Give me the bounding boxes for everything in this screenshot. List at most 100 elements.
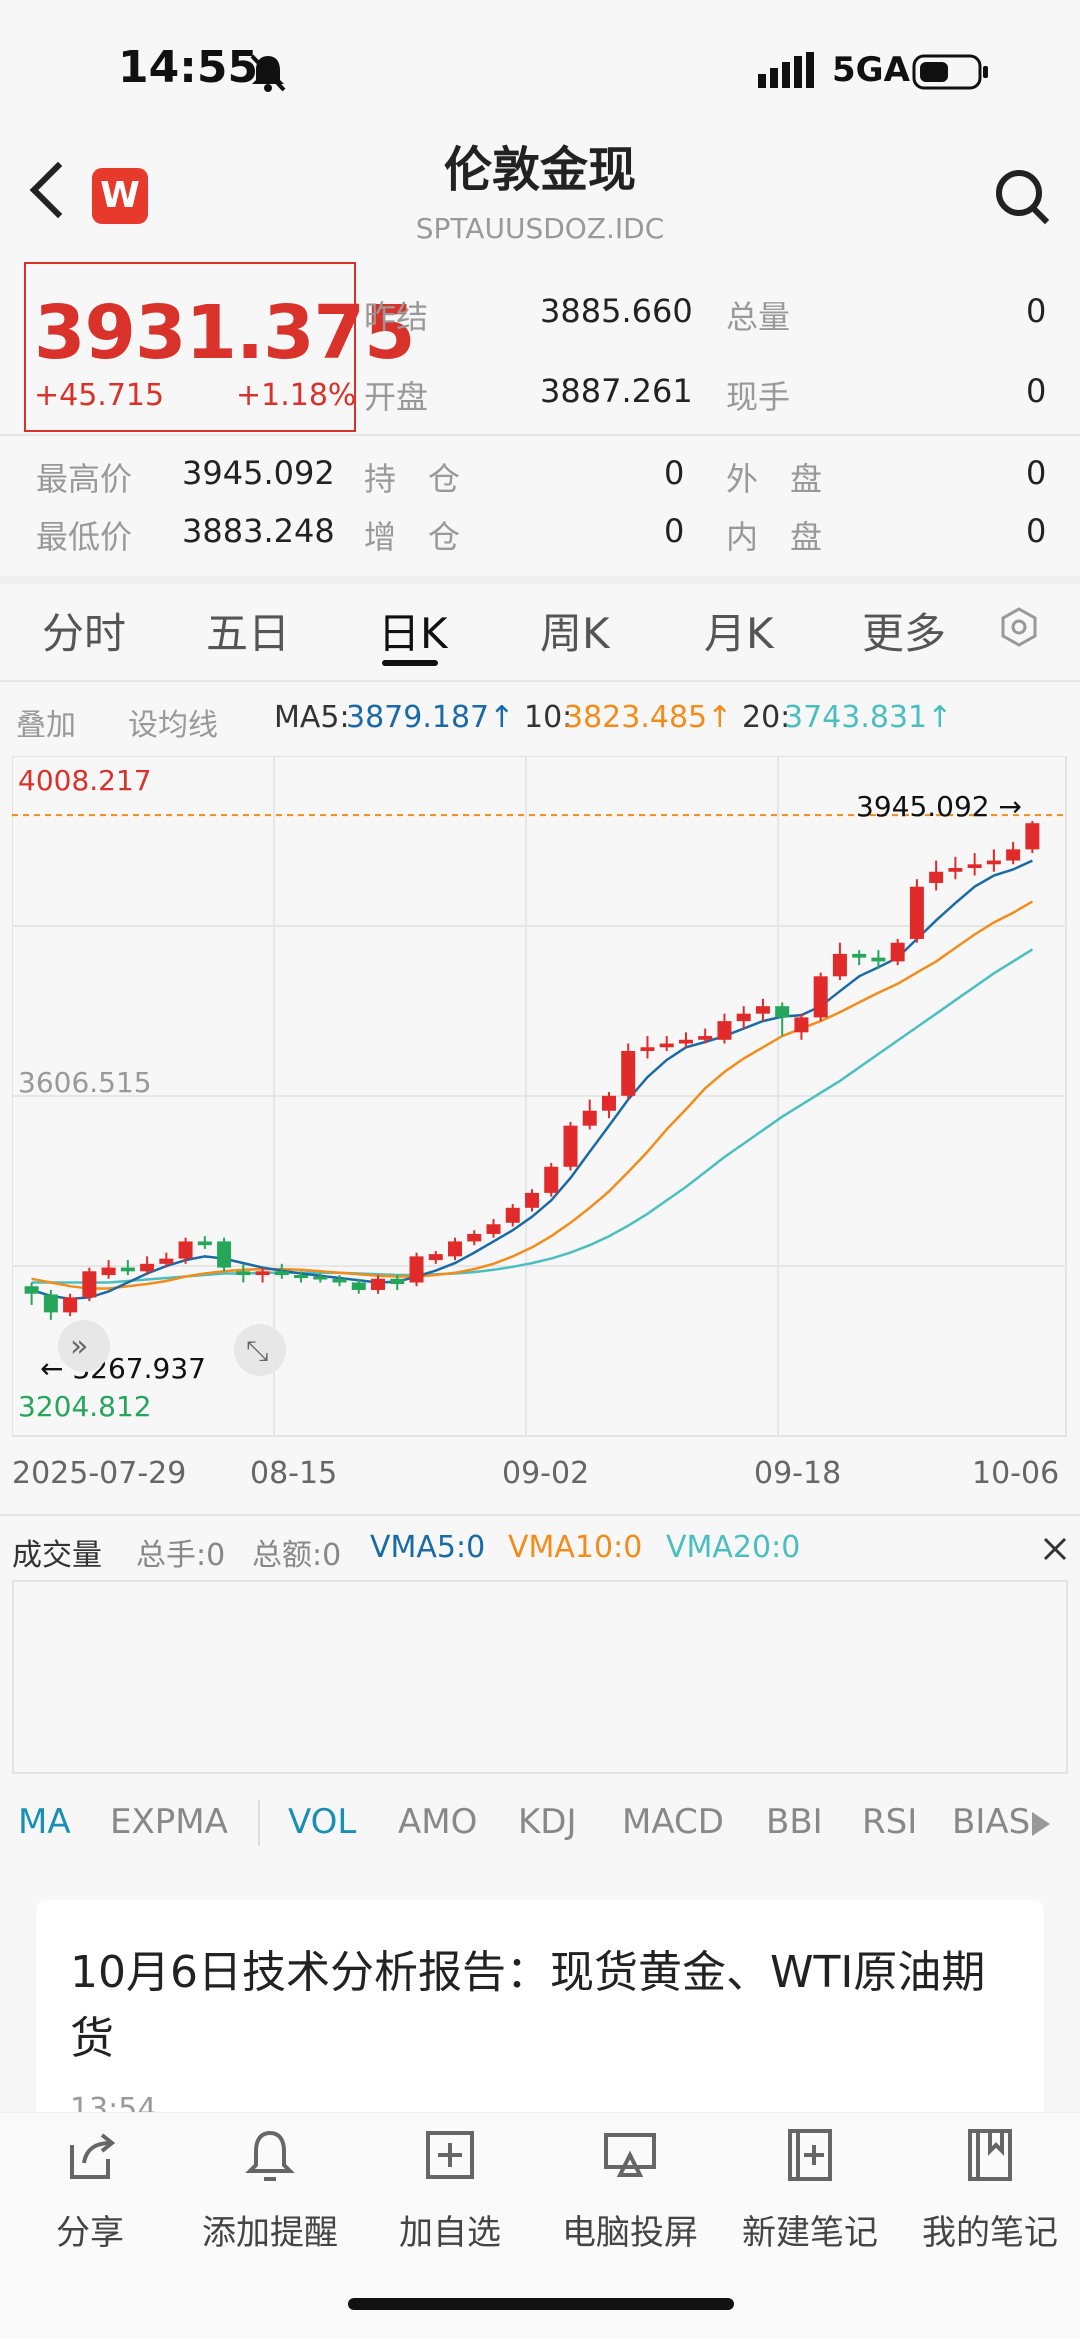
app-logo[interactable]: W (92, 168, 148, 224)
total-vol-label: 总量 (726, 298, 791, 336)
ma5-value: 3879.187↑ (346, 700, 515, 735)
indicator-bbi[interactable]: BBI (766, 1802, 823, 1842)
candle-body (351, 1282, 366, 1290)
cast-icon (604, 2133, 656, 2177)
candle-body (505, 1207, 520, 1223)
overlay-button[interactable]: 叠加 (16, 708, 76, 743)
share-label: 分享 (56, 2213, 124, 2253)
candle-body (467, 1233, 482, 1242)
indicator-macd[interactable]: MACD (622, 1802, 724, 1842)
indicator-expma[interactable]: EXPMA (110, 1802, 228, 1842)
tab-daily-k[interactable]: 日K (378, 609, 448, 658)
low-label: 最低价 (36, 518, 133, 556)
price-change-pct: +1.18% (236, 378, 357, 413)
open-value: 3887.261 (540, 372, 693, 410)
candle-body (120, 1267, 135, 1272)
total-vol-value: 0 (1026, 292, 1047, 330)
x-tick-label: 08-15 (250, 1456, 337, 1491)
x-tick-label: 10-06 (972, 1456, 1059, 1491)
set-ma-button[interactable]: 设均线 (128, 708, 218, 743)
settings-hex-icon[interactable] (998, 606, 1040, 648)
indicator-vol[interactable]: VOL (288, 1802, 357, 1842)
candle-body (332, 1278, 347, 1283)
candle-body (274, 1271, 289, 1276)
last-price: 3931.375 (34, 290, 416, 376)
add-watchlist-button[interactable]: 加自选 (360, 2125, 540, 2254)
indicator-amo[interactable]: AMO (398, 1802, 478, 1842)
indicator-rsi[interactable]: RSI (862, 1802, 918, 1842)
vma5: VMA5:0 (370, 1530, 486, 1565)
new-note-button[interactable]: 新建笔记 (720, 2125, 900, 2254)
candle-body (255, 1271, 270, 1276)
candle-body (621, 1050, 636, 1096)
search-icon[interactable] (996, 170, 1042, 216)
scroll-right-icon[interactable] (1030, 1810, 1052, 1838)
my-notes-label: 我的笔记 (922, 2213, 1058, 2253)
signal-icon (758, 52, 814, 88)
candle-body (544, 1166, 559, 1193)
inner-label: 内 盘 (726, 518, 823, 556)
tab-weekly-k[interactable]: 周K (540, 609, 610, 658)
tab-monthly-k[interactable]: 月K (704, 609, 774, 658)
add-alert-button[interactable]: 添加提醒 (180, 2125, 360, 2254)
candle-body (852, 953, 867, 958)
open-label: 开盘 (364, 378, 429, 416)
candle-body (82, 1271, 97, 1298)
status-time: 14:55 (118, 42, 259, 93)
indicator-bias[interactable]: BIAS (952, 1802, 1031, 1842)
share-icon (70, 2133, 116, 2179)
hold-label: 持 仓 (364, 460, 461, 498)
candle-body (890, 942, 905, 962)
notebook-icon (968, 2129, 1012, 2181)
page-title: 伦敦金现 (443, 142, 636, 198)
share-button[interactable]: 分享 (0, 2125, 180, 2254)
divider (0, 680, 1080, 682)
ma20-label: 20: (742, 700, 791, 735)
candle-body (775, 1006, 790, 1018)
candle-body (640, 1047, 655, 1051)
tab-more[interactable]: 更多 (862, 609, 947, 658)
candle-body (390, 1278, 405, 1285)
hold-value: 0 (664, 454, 685, 492)
high-label: 最高价 (36, 460, 133, 498)
candle-body (736, 1013, 751, 1022)
add-watchlist-label: 加自选 (399, 2213, 501, 2253)
ma20-value: 3743.831↑ (784, 700, 953, 735)
screen-cast-button[interactable]: 电脑投屏 (540, 2125, 720, 2254)
candle-body (986, 860, 1001, 865)
close-icon[interactable] (1042, 1536, 1068, 1562)
cur-vol-label: 现手 (726, 378, 791, 416)
indicator-kdj[interactable]: KDJ (518, 1802, 577, 1842)
candle-body (159, 1258, 174, 1264)
candle-body (1006, 849, 1021, 861)
y-max-label: 4008.217 (18, 764, 152, 797)
candle-body (428, 1254, 443, 1261)
tab-intraday[interactable]: 分时 (42, 609, 127, 658)
candle-body (63, 1297, 78, 1313)
news-title[interactable]: 10月6日技术分析报告：现货黄金、WTI原油期货 (70, 1947, 986, 2064)
total-hand: 总手:0 (136, 1538, 226, 1573)
candle-body (794, 1017, 809, 1033)
candle-body (678, 1039, 693, 1044)
home-indicator[interactable] (348, 2298, 734, 2310)
ma10-line (31, 900, 1034, 1290)
outer-value: 0 (1026, 454, 1047, 492)
add-alert-label: 添加提醒 (202, 2213, 338, 2253)
mute-bell-icon (250, 54, 286, 92)
indicator-ma[interactable]: MA (18, 1802, 71, 1842)
tab-five-day[interactable]: 五日 (206, 609, 291, 658)
candle-body (197, 1241, 212, 1246)
candle-body (217, 1241, 232, 1268)
expand-left-button (58, 1320, 110, 1372)
candle-body (717, 1021, 732, 1040)
fullscreen-icon: ⤡ (246, 1334, 268, 1367)
my-notes-button[interactable]: 我的笔记 (900, 2125, 1080, 2254)
y-mid-label: 3606.515 (18, 1066, 152, 1099)
candle-body (967, 864, 982, 869)
battery-icon (912, 54, 988, 90)
candle-body (448, 1241, 463, 1257)
bell-icon (245, 2130, 295, 2181)
fullscreen-button (234, 1324, 286, 1376)
